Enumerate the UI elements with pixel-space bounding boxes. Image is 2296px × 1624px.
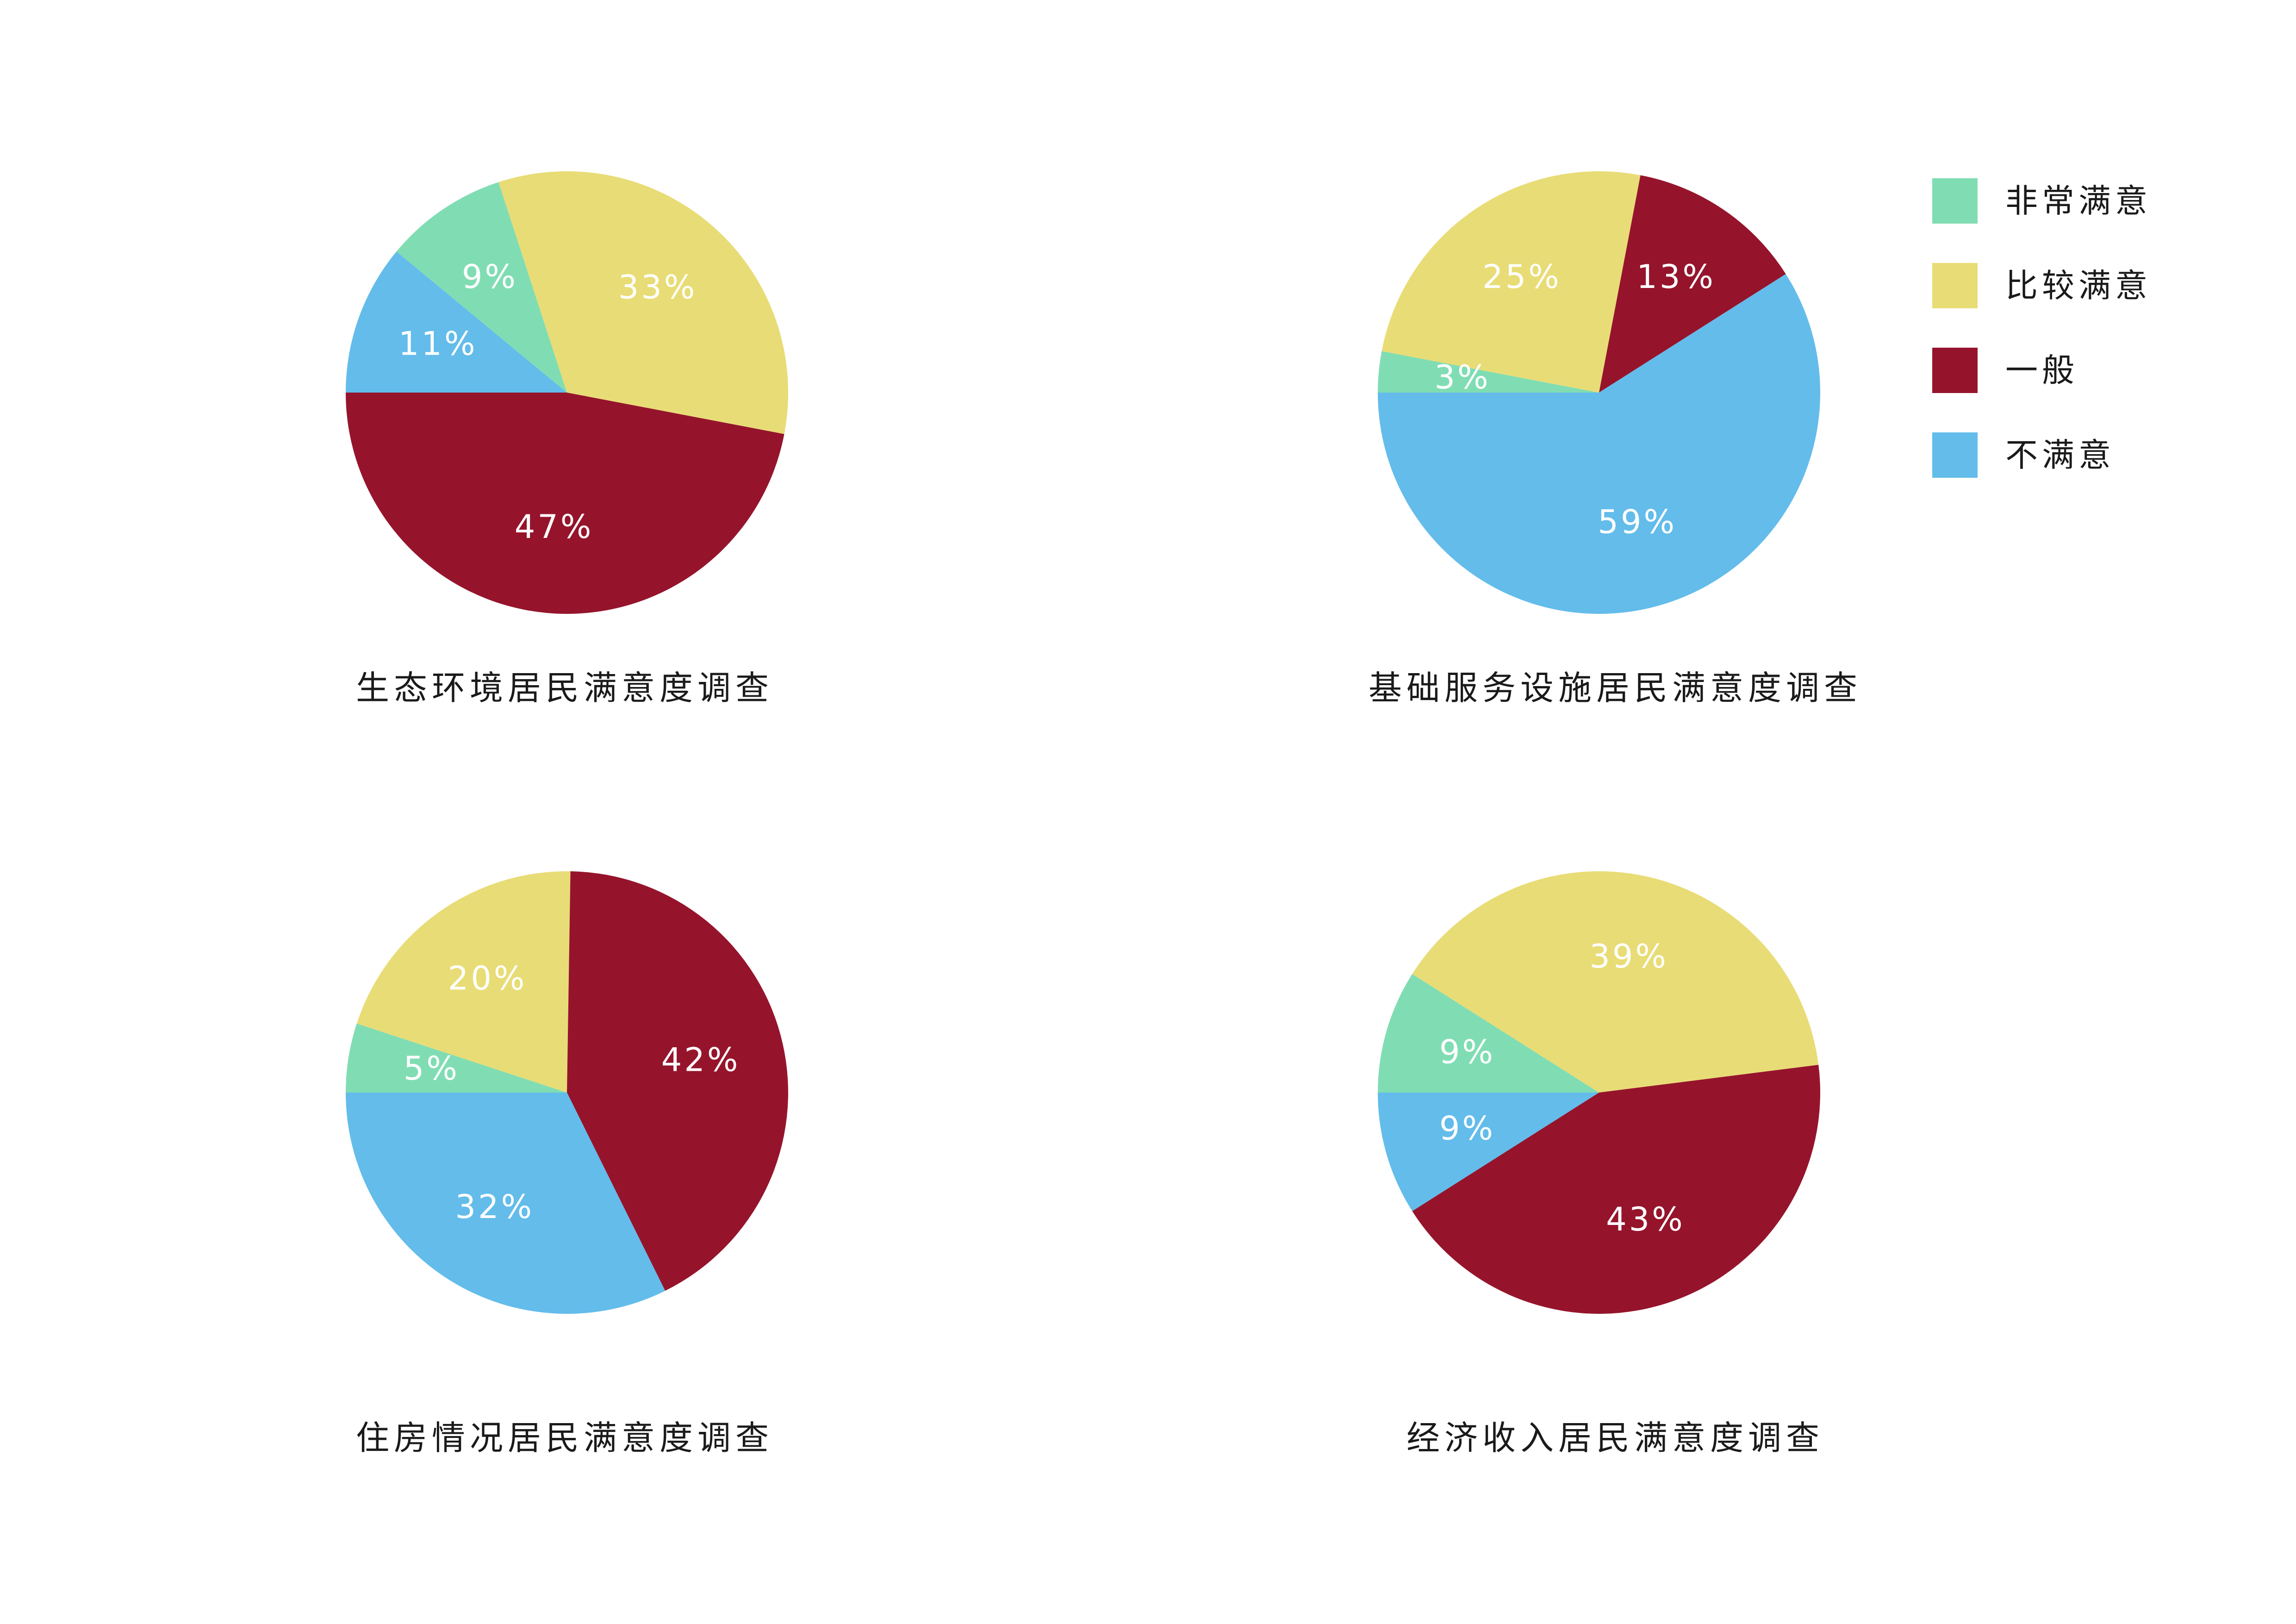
legend-label-very-satisfied: 非常满意 [2005, 182, 2152, 220]
pie-label-housing-fairly-satisfied: 20% [448, 960, 527, 998]
legend-swatch-dissatisfied [1932, 432, 1978, 478]
pie-slice-ecology-dissatisfied [346, 251, 567, 393]
pie-slice-ecology-very-satisfied [396, 182, 567, 393]
pie-slice-services-dissatisfied [1378, 274, 1820, 614]
pie-label-services-very-satisfied: 3% [1434, 358, 1490, 396]
legend-item-very-satisfied: 非常满意 [1932, 178, 2152, 224]
pie-label-housing-average: 42% [661, 1041, 740, 1079]
pie-label-income-dissatisfied: 9% [1439, 1110, 1495, 1148]
pie-income: 9% 39% 43% 9% [1378, 871, 1821, 1314]
legend-label-fairly-satisfied: 比较满意 [2005, 267, 2152, 305]
legend-item-dissatisfied: 不满意 [1932, 432, 2152, 478]
pie-label-income-fairly-satisfied: 39% [1589, 937, 1668, 975]
pie-label-services-dissatisfied: 59% [1598, 503, 1677, 541]
chart-title-services: 基础服务设施居民满意度调查 [1368, 668, 1862, 707]
pie-slice-income-dissatisfied [1378, 1093, 1599, 1212]
pie-label-ecology-average: 47% [515, 508, 594, 546]
pie-label-housing-very-satisfied: 5% [404, 1049, 460, 1087]
pie-slice-ecology-average [346, 393, 784, 614]
pie-slice-housing-fairly-satisfied [356, 871, 571, 1093]
pie-slice-housing-very-satisfied [346, 1023, 567, 1093]
pie-label-services-fairly-satisfied: 25% [1482, 258, 1562, 296]
pie-label-ecology-fairly-satisfied: 33% [618, 269, 697, 306]
legend-swatch-fairly-satisfied [1932, 263, 1978, 308]
pie-slice-income-average [1412, 1065, 1821, 1314]
chart-title-ecology: 生态环境居民满意度调查 [355, 668, 773, 707]
pie-slice-services-fairly-satisfied [1381, 171, 1641, 393]
pie-services: 3% 25% 13% 59% [1378, 171, 1820, 614]
pie-slice-housing-dissatisfied [346, 1093, 666, 1314]
chart-title-income: 经济收入居民满意度调查 [1406, 1418, 1824, 1457]
pie-label-income-very-satisfied: 9% [1439, 1033, 1495, 1071]
pie-slice-income-very-satisfied [1378, 974, 1599, 1093]
pie-label-services-average: 13% [1636, 258, 1716, 296]
legend: 非常满意 比较满意 一般 不满意 [1932, 178, 2152, 478]
legend-swatch-very-satisfied [1932, 178, 1978, 224]
legend-label-dissatisfied: 不满意 [2005, 436, 2115, 474]
pie-label-ecology-dissatisfied: 11% [398, 325, 478, 363]
pie-label-ecology-very-satisfied: 9% [462, 258, 518, 296]
pie-ecology: 11% 9% 33% 47% [346, 171, 788, 614]
pie-slice-housing-average [567, 871, 789, 1291]
legend-item-fairly-satisfied: 比较满意 [1932, 263, 2152, 308]
pie-label-housing-dissatisfied: 32% [455, 1188, 535, 1226]
pie-label-income-average: 43% [1606, 1200, 1685, 1238]
legend-item-average: 一般 [1932, 348, 2152, 393]
legend-label-average: 一般 [2005, 351, 2078, 389]
pie-housing: 5% 20% 42% 32% [346, 871, 789, 1314]
pie-slice-income-fairly-satisfied [1412, 871, 1819, 1093]
chart-title-housing: 住房情况居民满意度调查 [355, 1418, 773, 1457]
pie-slice-services-average [1599, 175, 1786, 393]
pie-slice-services-very-satisfied [1378, 351, 1599, 393]
pie-slice-ecology-fairly-satisfied [498, 171, 788, 434]
legend-swatch-average [1932, 348, 1978, 393]
